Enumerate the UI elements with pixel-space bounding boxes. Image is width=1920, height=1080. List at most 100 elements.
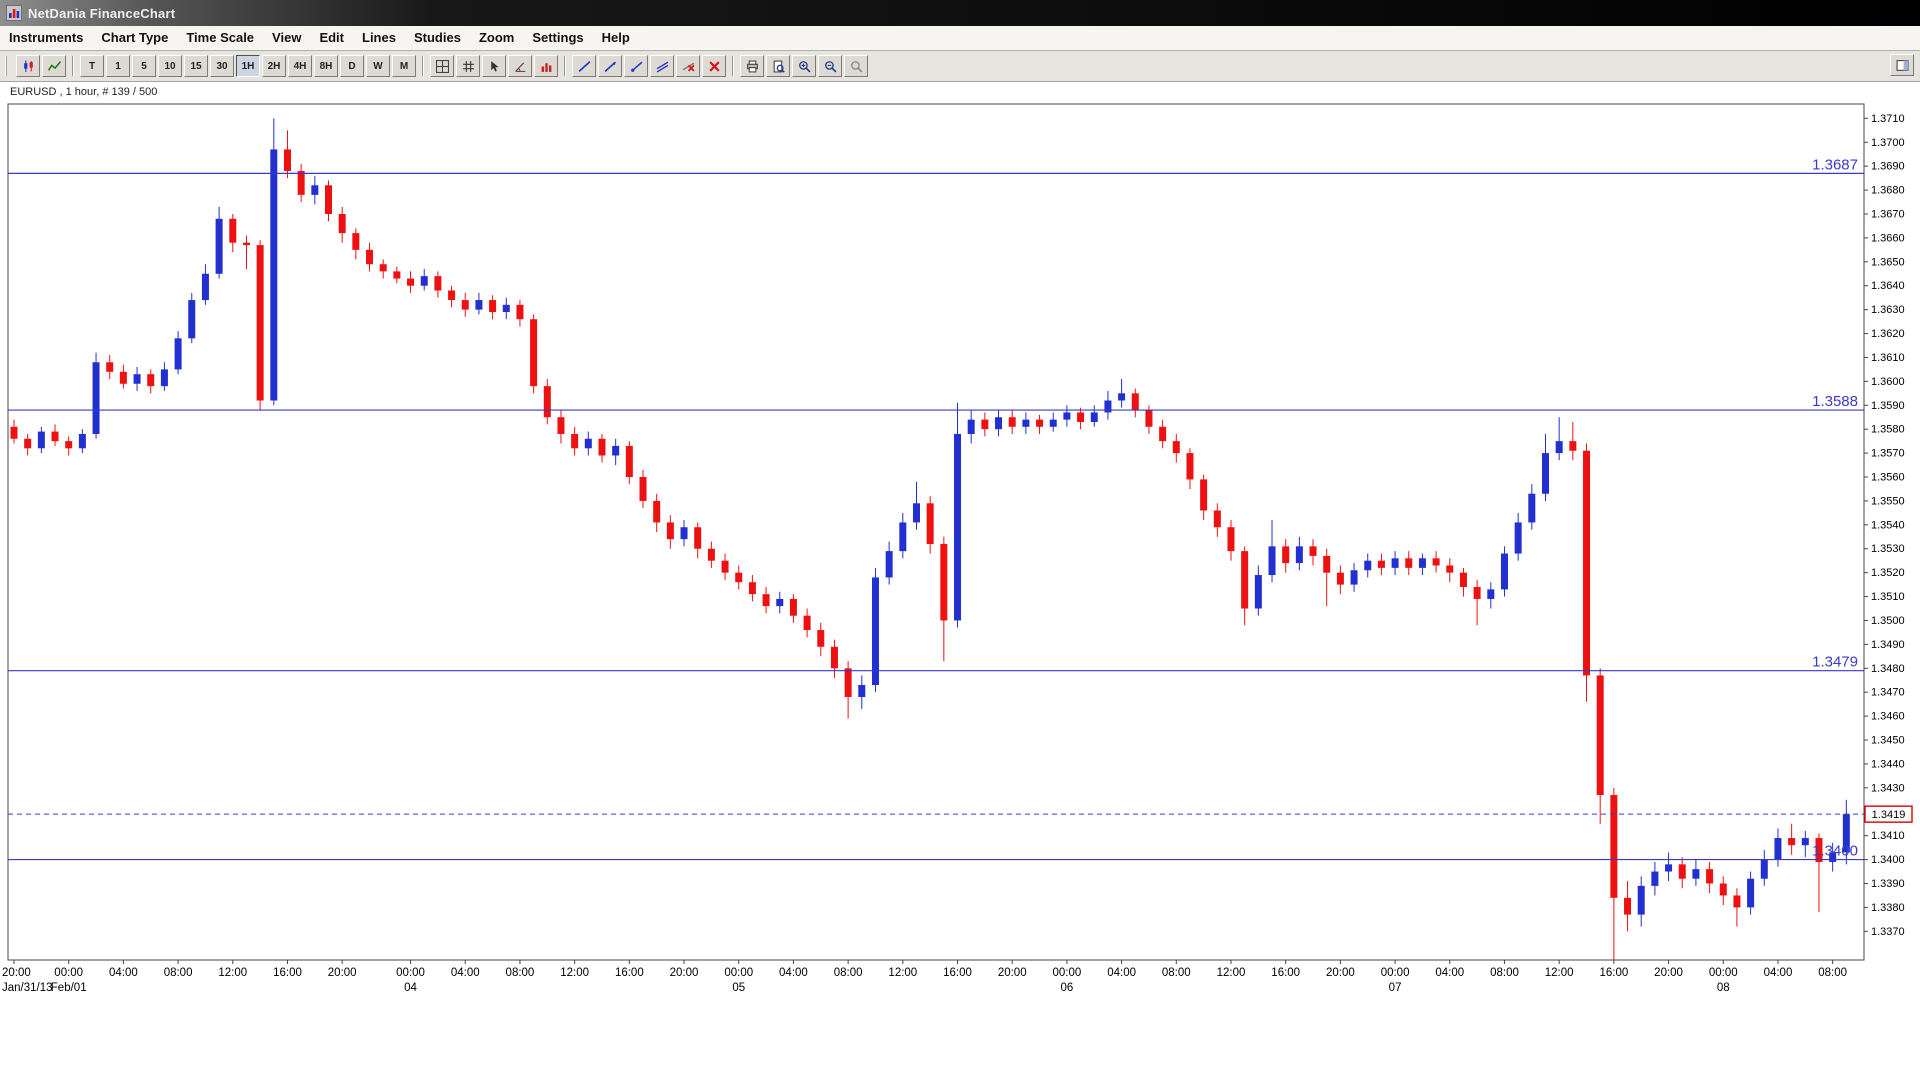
candle — [502, 304, 510, 313]
candle — [530, 319, 538, 387]
zoom-out-button[interactable] — [818, 55, 842, 77]
svg-text:1.3600: 1.3600 — [1871, 376, 1905, 388]
svg-text:00:00: 00:00 — [1381, 967, 1410, 979]
svg-text:00:00: 00:00 — [54, 967, 83, 979]
svg-text:08:00: 08:00 — [1818, 967, 1847, 979]
trendline-button[interactable] — [572, 55, 596, 77]
timeframe-2h-button[interactable]: 2H — [262, 55, 286, 77]
candle — [393, 271, 401, 279]
candle — [680, 527, 688, 540]
candle — [434, 276, 442, 291]
menu-time-scale[interactable]: Time Scale — [186, 30, 255, 45]
timeframe-1h-button[interactable]: 1H — [236, 55, 260, 77]
timeframe-10m-button[interactable]: 10 — [158, 55, 182, 77]
timeframe-5m-button[interactable]: 5 — [132, 55, 156, 77]
menu-studies[interactable]: Studies — [413, 30, 461, 45]
candle — [1391, 558, 1399, 568]
menu-edit[interactable]: Edit — [319, 30, 344, 45]
timeframe-1w-button[interactable]: W — [366, 55, 390, 77]
timeframe-tick-button[interactable]: T — [80, 55, 104, 77]
svg-text:08: 08 — [1717, 982, 1730, 994]
price-chart[interactable]: 1.3710 1.3700 1.3690 1.3680 1.3670 1.3660 1.36… — [0, 82, 1920, 1080]
delete-line-button[interactable] — [676, 55, 700, 77]
candle — [1665, 864, 1673, 872]
candle — [106, 362, 114, 372]
svg-text:00:00: 00:00 — [396, 967, 425, 979]
candle — [1336, 572, 1344, 585]
menu-view[interactable]: View — [272, 30, 302, 45]
candle — [1432, 558, 1440, 566]
candle — [256, 245, 264, 401]
candle — [229, 218, 237, 243]
volume-study-button[interactable] — [534, 55, 558, 77]
zoom-off-button[interactable] — [844, 55, 868, 77]
svg-text:08:00: 08:00 — [164, 967, 193, 979]
candle — [379, 264, 387, 272]
side-panel-toggle-button[interactable] — [1890, 54, 1914, 76]
candle — [51, 431, 59, 442]
menu-lines[interactable]: Lines — [362, 30, 396, 45]
candle — [1104, 400, 1112, 413]
print-preview-button[interactable] — [766, 55, 790, 77]
candle — [926, 503, 934, 544]
candle — [1706, 869, 1714, 884]
candle — [1049, 419, 1057, 427]
candle — [1801, 838, 1809, 846]
plot-border — [7, 103, 1865, 961]
svg-text:1.3540: 1.3540 — [1871, 519, 1905, 531]
timeframe-1mo-button[interactable]: M — [392, 55, 416, 77]
grid-layout-button[interactable] — [430, 55, 454, 77]
candlestick-chart-button[interactable] — [16, 55, 40, 77]
candle — [1637, 885, 1645, 915]
timeframe-8h-button[interactable]: 8H — [314, 55, 338, 77]
print-button[interactable] — [740, 55, 764, 77]
svg-text:1.3680: 1.3680 — [1871, 185, 1905, 197]
candle — [65, 441, 73, 449]
delete-all-lines-button[interactable] — [702, 55, 726, 77]
timeframe-1m-button[interactable]: 1 — [106, 55, 130, 77]
svg-text:20:00: 20:00 — [670, 967, 699, 979]
candle — [201, 273, 209, 301]
menu-instruments[interactable]: Instruments — [9, 30, 84, 45]
time-axis[interactable]: 20:00 00:00 04:00 08:00 12:00 16:00 20:00 00:00… — [2, 960, 1847, 994]
menu-chart-type[interactable]: Chart Type — [101, 30, 169, 45]
svg-text:1.3400: 1.3400 — [1871, 854, 1905, 866]
cursor-tool-button[interactable] — [482, 55, 506, 77]
ray-line-button[interactable] — [624, 55, 648, 77]
candle — [1487, 589, 1495, 599]
candle — [1569, 441, 1577, 451]
timeframe-15m-button[interactable]: 15 — [184, 55, 208, 77]
candle — [297, 170, 305, 195]
menu-settings[interactable]: Settings — [532, 30, 584, 45]
timeframe-30m-button[interactable]: 30 — [210, 55, 234, 77]
candle — [748, 582, 756, 595]
svg-text:1.3690: 1.3690 — [1871, 161, 1905, 173]
timeframe-4h-button[interactable]: 4H — [288, 55, 312, 77]
toolbar-grip[interactable] — [5, 56, 10, 76]
svg-text:04:00: 04:00 — [1764, 967, 1793, 979]
svg-text:16:00: 16:00 — [273, 967, 302, 979]
candle — [215, 218, 223, 274]
svg-text:00:00: 00:00 — [1053, 967, 1082, 979]
candle — [612, 445, 620, 456]
line-chart-button[interactable] — [42, 55, 66, 77]
candle — [954, 433, 962, 621]
candle — [461, 300, 469, 310]
candle — [1829, 852, 1837, 862]
candle — [78, 433, 86, 449]
trendline-arrow-button[interactable] — [598, 55, 622, 77]
menu-help[interactable]: Help — [601, 30, 630, 45]
candle — [24, 438, 32, 449]
candle — [1514, 522, 1522, 554]
svg-text:1.3610: 1.3610 — [1871, 352, 1905, 364]
channel-button[interactable] — [650, 55, 674, 77]
angle-tool-button[interactable] — [508, 55, 532, 77]
crosshair-grid-button[interactable] — [456, 55, 480, 77]
zoom-in-button[interactable] — [792, 55, 816, 77]
candle — [639, 477, 647, 501]
timeframe-1d-button[interactable]: D — [340, 55, 364, 77]
price-axis[interactable]: 1.3710 1.3700 1.3690 1.3680 1.3670 1.3660 1.36… — [1864, 113, 1905, 938]
menu-zoom[interactable]: Zoom — [478, 30, 515, 45]
candle — [694, 527, 702, 549]
candle — [1200, 479, 1208, 511]
